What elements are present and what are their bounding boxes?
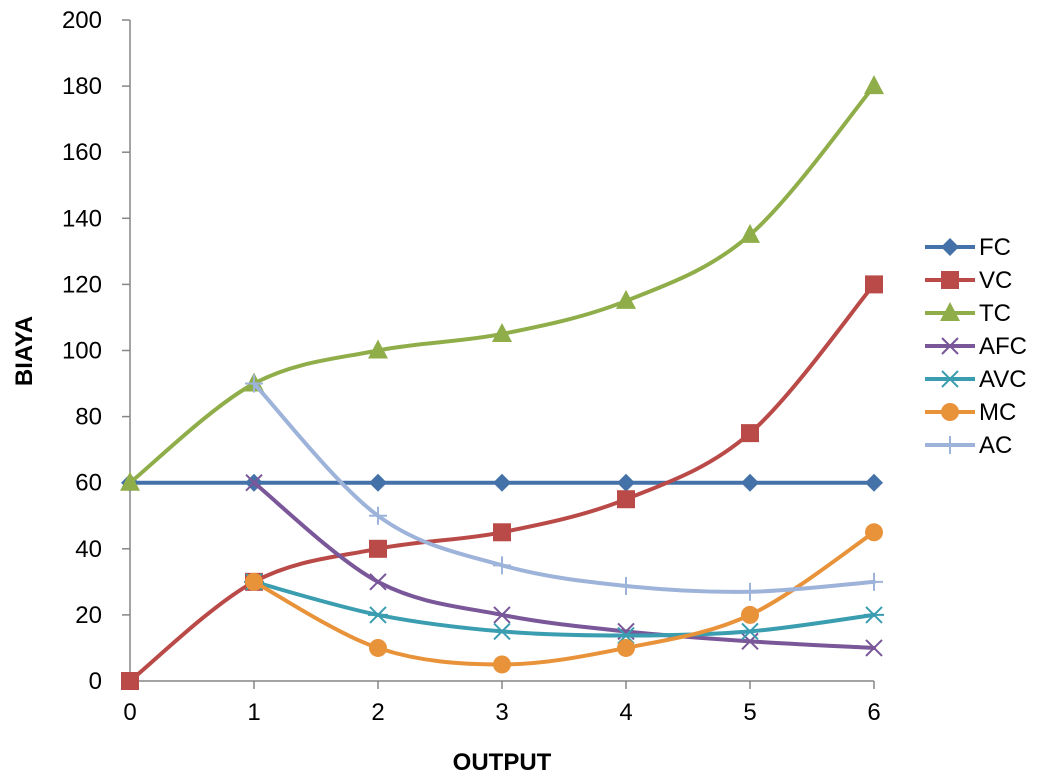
data-point-afc — [493, 606, 511, 624]
data-point-vc — [741, 424, 759, 443]
x-tick-label: 1 — [247, 699, 260, 726]
legend-item-vc: VC — [925, 267, 1012, 294]
y-tick-label: 160 — [62, 139, 102, 166]
legend-label: AFC — [979, 333, 1027, 360]
data-point-mc — [617, 638, 635, 657]
data-point-fc — [865, 473, 883, 492]
legend-item-avc: AVC — [925, 366, 1027, 393]
legend-item-ac: AC — [925, 432, 1012, 459]
legend-marker — [941, 403, 959, 421]
legend-label: MC — [979, 399, 1016, 426]
data-point-avc — [740, 622, 760, 641]
data-point-afc — [245, 473, 263, 492]
data-point-ac — [369, 506, 387, 525]
marker-stroke — [493, 606, 511, 624]
legend-label: VC — [979, 267, 1012, 294]
data-point-tc — [740, 223, 760, 243]
series-mc — [245, 523, 883, 674]
data-point-avc — [864, 606, 884, 624]
data-point-ac — [741, 582, 759, 601]
legend-item-tc: TC — [925, 300, 1011, 327]
data-point-mc — [369, 638, 387, 657]
data-point-vc — [865, 275, 883, 294]
series-ac — [245, 374, 883, 601]
y-tick-label: 20 — [75, 602, 102, 629]
x-axis-title: OUTPUT — [453, 749, 552, 776]
series-line-avc — [252, 579, 876, 638]
legend-label: FC — [979, 234, 1011, 261]
y-tick-label: 200 — [62, 7, 102, 34]
data-point-fc — [369, 473, 387, 492]
data-point-avc — [492, 622, 512, 641]
y-tick-label: 120 — [62, 271, 102, 298]
data-point-ac — [245, 374, 263, 393]
data-point-ac — [865, 572, 883, 591]
y-tick-label: 60 — [75, 470, 102, 497]
data-point-tc — [368, 339, 388, 359]
legend-marker — [941, 238, 959, 256]
y-tick-label: 40 — [75, 536, 102, 563]
data-point-afc — [865, 639, 883, 657]
legend-marker — [940, 370, 960, 388]
legend-marker — [941, 436, 959, 454]
series-line-ac — [252, 381, 876, 594]
y-tick-label: 180 — [62, 73, 102, 100]
data-point-vc — [369, 539, 387, 558]
data-point-fc — [617, 473, 635, 492]
series-layer — [120, 75, 884, 690]
data-point-vc — [121, 672, 139, 690]
legend-marker — [940, 302, 960, 321]
x-tick-label: 0 — [123, 699, 136, 726]
data-point-vc — [617, 490, 635, 509]
legend-marker — [941, 271, 959, 289]
x-tick-label: 6 — [867, 699, 880, 726]
legend-item-mc: MC — [925, 399, 1016, 426]
data-point-tc — [120, 471, 140, 491]
y-tick-label: 80 — [75, 404, 102, 431]
data-point-mc — [865, 523, 883, 542]
y-tick-label: 0 — [89, 668, 102, 695]
data-point-tc — [492, 322, 512, 342]
data-point-fc — [741, 473, 759, 492]
axes: 0 20 40 60 80 100 120 140 160 180 200 0 1 2 3 4 5 6 — [62, 7, 881, 726]
data-point-ac — [493, 556, 511, 575]
marker-stroke — [865, 639, 883, 657]
marker-stroke — [369, 573, 387, 591]
data-point-afc — [369, 573, 387, 591]
x-tick-label: 5 — [743, 699, 756, 726]
data-point-avc — [368, 606, 388, 624]
legend-label: AC — [979, 432, 1012, 459]
data-point-fc — [493, 473, 511, 492]
marker-stroke — [941, 337, 959, 355]
data-point-mc — [741, 605, 759, 624]
legend-label: TC — [979, 300, 1011, 327]
x-tick-label: 3 — [495, 699, 508, 726]
legend-item-fc: FC — [925, 234, 1011, 261]
x-tick-label: 2 — [371, 699, 384, 726]
series-tc — [120, 75, 884, 491]
series-line-afc — [252, 480, 876, 650]
y-tick-label: 140 — [62, 205, 102, 232]
legend: FC VC TC AFC AVC MC AC — [925, 234, 1027, 459]
y-axis-title: BIAYA — [11, 316, 38, 386]
series-line-mc — [252, 530, 876, 667]
data-point-vc — [493, 523, 511, 542]
series-fc — [121, 473, 883, 492]
legend-item-afc: AFC — [925, 333, 1027, 360]
data-point-ac — [617, 576, 635, 595]
legend-label: AVC — [979, 366, 1027, 393]
marker-stroke — [245, 473, 263, 492]
data-point-mc — [493, 655, 511, 674]
data-point-tc — [616, 289, 636, 309]
data-point-mc — [245, 572, 263, 591]
legend-marker — [941, 337, 959, 355]
x-tick-label: 4 — [619, 699, 632, 726]
y-tick-label: 100 — [62, 338, 102, 365]
data-point-tc — [864, 75, 884, 95]
